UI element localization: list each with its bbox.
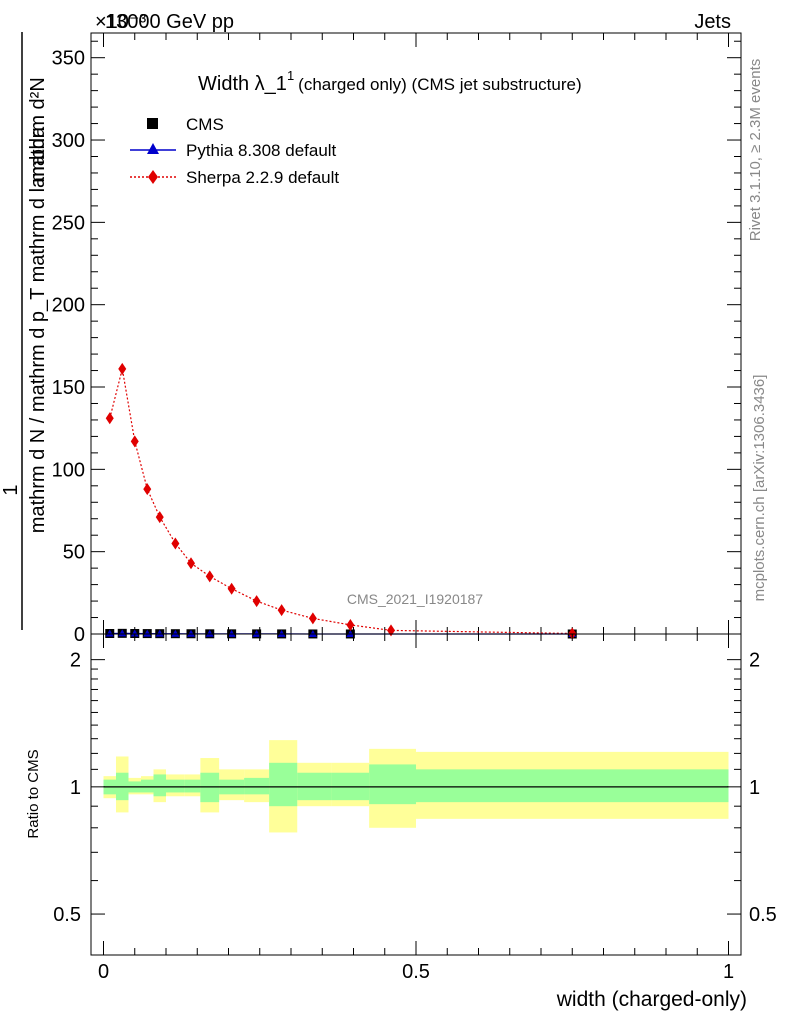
y-tick-label: 300 (52, 130, 85, 152)
ratio-panel: 0.5 0.51 12 2 0 0.5 1 Ratio to CMS width (cha… (25, 633, 777, 1011)
process-label: Jets (694, 11, 731, 33)
legend-pythia-marker (147, 143, 159, 154)
sherpa-point (277, 604, 286, 617)
pythia-point (346, 629, 355, 637)
ratio-y-tick-label: 1 (70, 777, 81, 799)
y-tick-label: 200 (52, 295, 85, 317)
ratio-inner-band (269, 762, 298, 807)
sherpa-line (109, 368, 573, 635)
pythia-point (227, 629, 236, 637)
sherpa-point (105, 412, 114, 425)
sherpa-point (387, 624, 395, 637)
pythia-point (205, 629, 214, 637)
legend-sherpa-marker (148, 170, 158, 184)
pythia-point (155, 629, 164, 637)
ratio-y-tick-label: 0.5 (53, 904, 81, 926)
x-tick-label: 1 (723, 961, 734, 983)
y-label-denominator: mathrm d N / mathrm d p_T mathrm d lambd… (27, 126, 49, 533)
pythia-point (308, 629, 317, 637)
analysis-watermark: CMS_2021_I1920187 (347, 591, 483, 607)
pythia-point (118, 629, 127, 637)
ratio-inner-band (153, 774, 166, 797)
x-axis-label: width (charged-only) (556, 988, 747, 1011)
ratio-inner-band (184, 779, 201, 793)
sherpa-point (155, 511, 164, 524)
ratio-y-label: Ratio to CMS (25, 749, 42, 838)
ratio-x-ticks: 0 0.5 1 (98, 634, 734, 983)
sherpa-point (143, 483, 152, 496)
y-tick-label: 350 (52, 48, 85, 70)
ratio-bands (103, 740, 729, 833)
ratio-inner-band (141, 779, 154, 793)
main-y-label: 1 mathrm d N / mathrm d p_T mathrm d lam… (0, 32, 49, 630)
sherpa-point (118, 362, 127, 375)
pythia-point (187, 629, 195, 637)
legend-pythia-label: Pythia 8.308 default (186, 141, 337, 160)
sherpa-point (171, 537, 180, 550)
title-tail: (charged only) (CMS jet substructure) (298, 75, 581, 94)
sherpa-point (252, 595, 261, 608)
ratio-inner-band (244, 777, 270, 795)
sherpa-point (346, 618, 355, 631)
energy-label: 13000 GeV pp (105, 11, 234, 33)
pythia-point (130, 629, 139, 637)
exponent-label: ×10⁻³ (95, 11, 146, 33)
y-tick-label: 150 (52, 377, 85, 399)
ratio-inner-band (369, 764, 416, 805)
pythia-point (171, 629, 180, 637)
ratio-y-tick-label-right: 2 (749, 650, 760, 672)
y-tick-label: 250 (52, 212, 85, 234)
y-tick-label: 100 (52, 459, 85, 481)
sherpa-point (205, 570, 214, 583)
ratio-y-ticks: 0.5 0.5 1 1 2 2 (53, 650, 777, 926)
pythia-point (105, 629, 114, 637)
main-panel: 0 50 100 150 200 250 300 350 Width λ_11 (charged… (52, 32, 742, 646)
title-sup: 1 (287, 68, 294, 83)
legend-sherpa-label: Sherpa 2.2.9 default (186, 168, 339, 187)
main-y-ticks: 0 50 100 150 200 250 300 350 (52, 40, 741, 646)
sherpa-point (130, 435, 139, 448)
rivet-label: Rivet 3.1.10, ≥ 2.3M events (747, 59, 764, 242)
ratio-y-tick-label-right: 0.5 (749, 904, 777, 926)
title-main: Width λ_1 (198, 73, 287, 95)
ratio-inner-band (416, 769, 729, 803)
legend: CMS Pythia 8.308 default Sherpa 2.2.9 de… (130, 115, 339, 187)
pythia-point (143, 629, 152, 637)
legend-cms-marker (147, 118, 158, 129)
y-tick-label: 0 (74, 624, 85, 646)
ratio-y-tick-label: 2 (70, 650, 81, 672)
y-label-numerator: mathrm d²N (27, 77, 49, 183)
legend-cms-label: CMS (186, 115, 224, 134)
sherpa-point (227, 582, 236, 595)
y-tick-label: 50 (63, 542, 85, 564)
sherpa-point (308, 612, 317, 625)
ratio-inner-band (166, 779, 185, 793)
sherpa-point (187, 557, 195, 570)
x-tick-label: 0.5 (402, 961, 430, 983)
main-series (105, 362, 577, 640)
ratio-y-tick-label-right: 1 (749, 777, 760, 799)
y-label-one: 1 (0, 484, 22, 495)
x-tick-label: 0 (98, 961, 109, 983)
chart-title: Width λ_11 (charged only) (CMS jet substr… (198, 68, 582, 95)
pythia-point (252, 629, 261, 637)
pythia-point (277, 629, 286, 637)
mcplots-label: mcplots.cern.ch [arXiv:1306.3436] (751, 375, 768, 602)
